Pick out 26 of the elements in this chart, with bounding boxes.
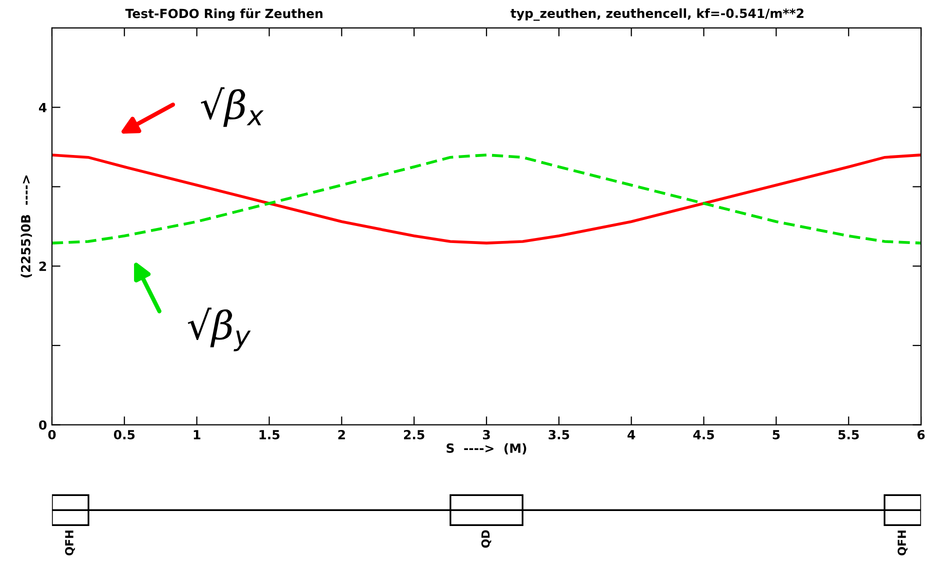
line-series xyxy=(52,154,922,244)
category-label: QFH xyxy=(898,530,908,556)
category-label: QD xyxy=(481,530,492,548)
annotation: √β$_{y}$ xyxy=(188,308,251,352)
x-tick-label: 0 xyxy=(48,430,56,440)
x-tick-label: 2 xyxy=(338,430,345,440)
y-tick-label: 4 xyxy=(38,102,47,112)
x-tick-label: 4.5 xyxy=(693,430,714,440)
x-tick-label: 6 xyxy=(917,430,925,440)
chart-title: Test-FODO Ring für Zeuthen xyxy=(125,8,322,21)
x-tick-label: 4 xyxy=(628,430,636,440)
y-tick-label: 2 xyxy=(39,262,46,271)
x-tick-label: 1.5 xyxy=(260,430,280,440)
x-tick-label: 3 xyxy=(482,430,490,440)
x-tick-label: 0.5 xyxy=(114,430,135,440)
y-axis-title: (2255)0B ----> xyxy=(20,176,32,278)
x-tick-label: 3.5 xyxy=(548,430,570,440)
y-tick-label: 0 xyxy=(39,420,47,430)
x-tick-label: 5.5 xyxy=(838,430,859,440)
chart-subtitle: typ_zeuthen, zeuthencell, kf=-0.541/m**2 xyxy=(510,8,804,21)
x-tick-label: 2.5 xyxy=(404,430,424,440)
annotation: √β$_{x}$ xyxy=(200,87,264,127)
x-axis-title: S ----> (M) xyxy=(446,443,526,454)
x-tick-label: 1 xyxy=(194,430,200,440)
x-tick-label: 5 xyxy=(772,430,780,440)
category-label: QFH xyxy=(65,530,75,556)
